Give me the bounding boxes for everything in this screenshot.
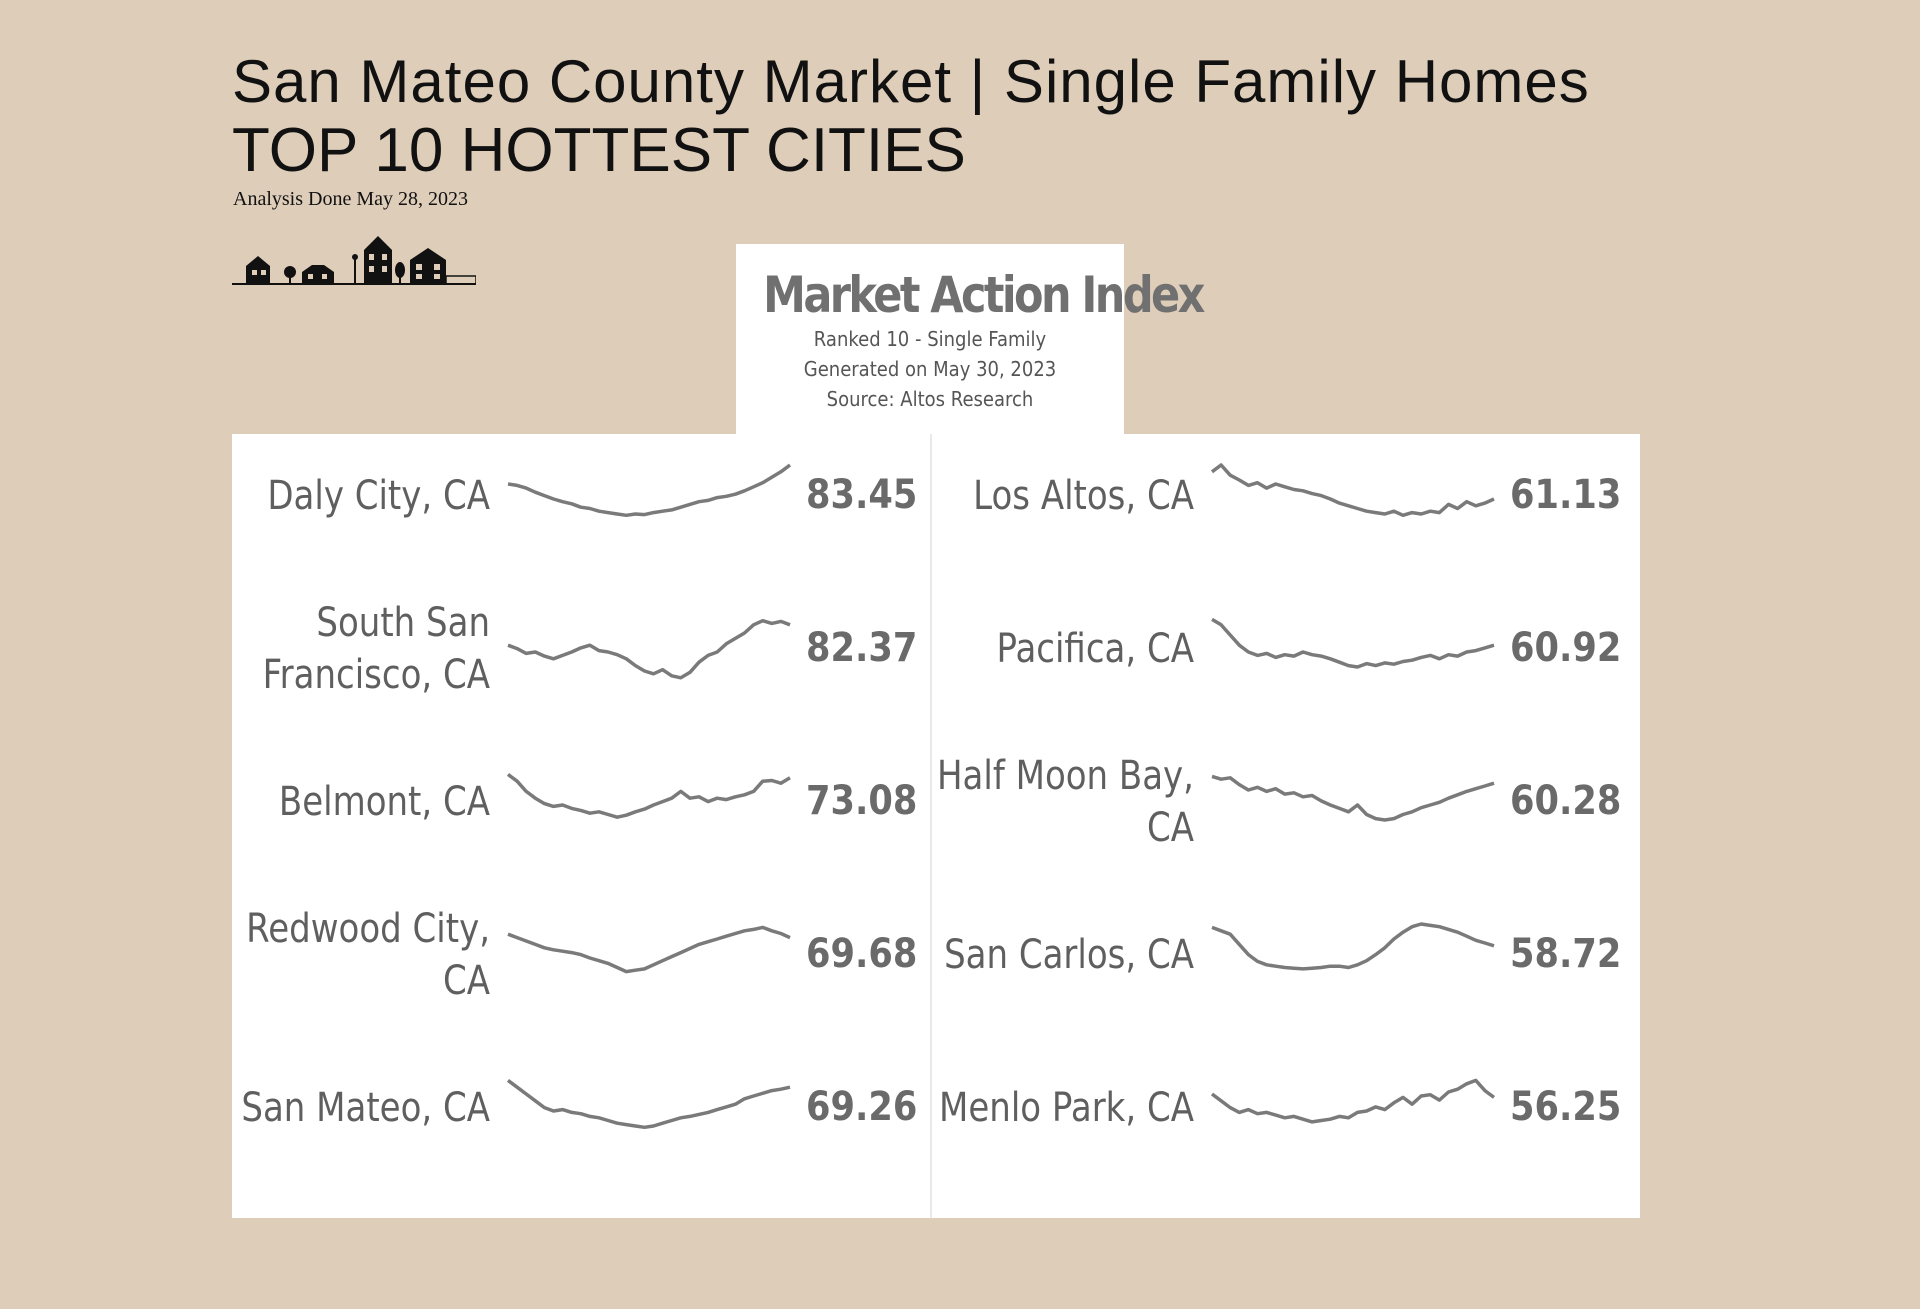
market-row: Redwood City, CA 69.68 [232,903,922,1013]
city-label: San Mateo, CA [241,1085,490,1131]
market-row: South San Francisco, CA 82.37 [232,597,922,707]
index-value: 58.72 [1510,931,1622,977]
index-value: 60.92 [1510,625,1622,671]
market-row: Half Moon Bay, CA 60.28 [936,750,1626,860]
city-label: South San Francisco, CA [262,600,490,698]
market-row: San Carlos, CA 58.72 [936,903,1626,1013]
sparkline [1211,774,1495,822]
sparkline-series [507,925,791,974]
city-label: San Carlos, CA [944,932,1194,978]
sparkline [1210,463,1495,518]
city-label: Los Altos, CA [973,473,1194,519]
sparkline [507,463,792,518]
city-label: Menlo Park, CA [939,1085,1194,1131]
index-value: 69.68 [806,931,918,977]
sparkline-series [507,618,791,680]
chart-source: Source: Altos Research [826,387,1034,411]
index-value: 69.26 [806,1084,918,1130]
market-row: Daly City, CA 83.45 [232,444,922,554]
sparkline-series [506,1078,791,1130]
market-row: Belmont, CA 73.08 [232,750,922,860]
page-title: San Mateo County Market | Single Family … [232,48,1590,115]
index-value: 73.08 [806,778,918,824]
sparkline-series [1211,617,1495,669]
market-row: Los Altos, CA 61.13 [936,444,1626,554]
sparkline [1211,922,1495,971]
market-row: Pacifica, CA 60.92 [936,597,1626,707]
houses-skyline-icon [232,236,476,285]
index-value: 61.13 [1510,472,1622,518]
sparkline-series [1210,463,1495,518]
sparkline [506,772,791,819]
sparkline-series [1210,1078,1496,1124]
sparkline [1210,1078,1496,1124]
analysis-date: Analysis Done May 28, 2023 [233,188,468,210]
sparkline [507,618,791,680]
chart-ranked: Ranked 10 - Single Family [813,327,1047,351]
sparkline-series [507,463,792,518]
sparkline [507,925,791,974]
market-row: San Mateo, CA 69.26 [232,1056,922,1166]
column-divider [930,434,932,1218]
chart-panel: Daly City, CA 83.45 South San Francisco, C… [232,434,1640,1218]
index-value: 60.28 [1510,778,1622,824]
page-subtitle: TOP 10 HOTTEST CITIES [232,116,966,185]
chart-title: Market Action Index [763,266,1205,324]
city-label: Pacifica, CA [996,626,1194,672]
sparkline [506,1078,791,1130]
city-label: Redwood City, CA [246,906,490,1004]
city-label: Half Moon Bay, CA [936,753,1194,851]
market-row: Menlo Park, CA 56.25 [936,1056,1626,1166]
chart-generated: Generated on May 30, 2023 [803,357,1057,381]
index-value: 83.45 [806,472,918,518]
index-value: 56.25 [1510,1084,1622,1130]
sparkline [1211,617,1495,669]
city-label: Belmont, CA [278,779,490,825]
index-value: 82.37 [806,625,918,671]
sparkline-series [1211,774,1495,822]
sparkline-series [1211,922,1495,971]
sparkline-series [506,772,791,819]
city-label: Daly City, CA [267,473,490,519]
chart-header: Market Action Index Ranked 10 - Single F… [736,244,1205,434]
